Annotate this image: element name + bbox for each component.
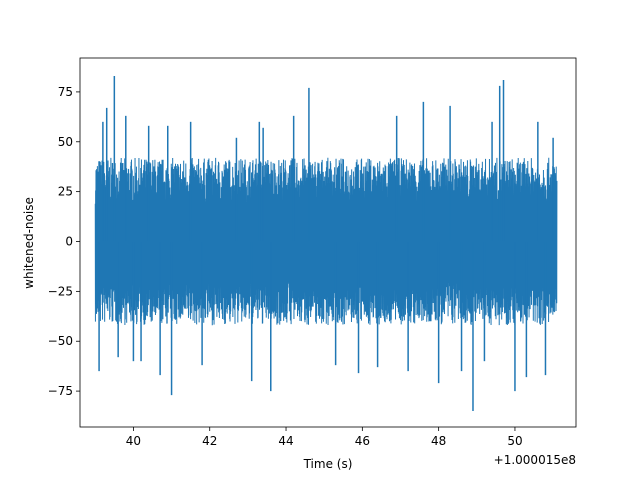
y-tick-label: −75: [48, 384, 73, 398]
y-axis-ticks: −75 −50 −25 0 25 50 75: [48, 85, 80, 398]
y-tick-label: 0: [65, 235, 73, 249]
x-tick-label: 44: [278, 434, 293, 448]
y-axis-label: whitened-noise: [22, 197, 36, 289]
y-tick-label: −50: [48, 334, 73, 348]
y-tick-label: −25: [48, 284, 73, 298]
x-tick-label: 46: [355, 434, 370, 448]
axes-frame: [79, 57, 577, 428]
y-tick-label: 25: [58, 185, 73, 199]
x-tick-label: 42: [202, 434, 217, 448]
plot-area: [79, 57, 577, 428]
x-tick-label: 50: [507, 434, 522, 448]
x-tick-label: 40: [126, 434, 141, 448]
x-axis-label: Time (s): [303, 457, 353, 471]
x-tick-label: 48: [431, 434, 446, 448]
y-tick-label: 50: [58, 135, 73, 149]
x-axis-ticks: 40 42 44 46 48 50: [126, 427, 523, 448]
series-layer: [94, 75, 558, 412]
x-axis-offset-label: +1.000015e8: [494, 453, 576, 467]
y-tick-label: 75: [58, 85, 73, 99]
